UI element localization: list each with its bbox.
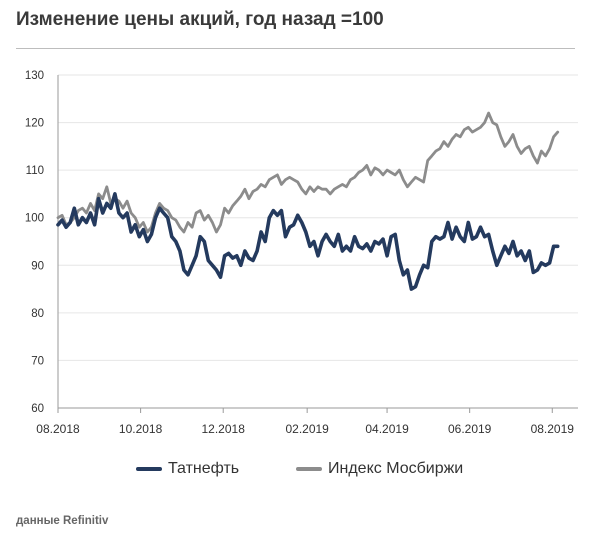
x-tick-label-2: 12.2018 — [202, 422, 246, 436]
y-tick-label-70: 70 — [31, 355, 44, 367]
x-tick-label-6: 08.2019 — [531, 422, 575, 436]
x-tick-label-0: 08.2018 — [36, 422, 80, 436]
x-tick-label-5: 06.2019 — [448, 422, 492, 436]
y-tick-label-120: 120 — [25, 118, 44, 130]
legend-label-tatneft: Татнефть — [168, 460, 240, 477]
legend-item-moex: Индекс Мосбиржи — [296, 460, 463, 478]
series-line-tatneft — [56, 192, 560, 291]
series-line-moex — [56, 111, 560, 234]
y-tick-label-100: 100 — [25, 213, 44, 225]
legend-item-tatneft: Татнефть — [136, 460, 239, 478]
x-tick-label-3: 02.2019 — [285, 422, 329, 436]
title-divider — [16, 48, 575, 49]
y-tick-label-80: 80 — [31, 308, 44, 320]
legend-swatch-moex — [296, 467, 322, 471]
chart-title: Изменение цены акций, год назад =100 — [16, 9, 384, 30]
y-tick-label-60: 60 — [31, 403, 44, 415]
legend-swatch-tatneft — [136, 467, 162, 471]
legend: Татнефть Индекс Мосбиржи — [0, 460, 597, 484]
y-tick-label-110: 110 — [26, 165, 44, 177]
x-tick-label-4: 04.2019 — [365, 422, 409, 436]
x-tick-label-1: 10.2018 — [119, 422, 163, 436]
legend-label-moex: Индекс Мосбиржи — [328, 460, 464, 477]
source-note: данные Refinitiv — [16, 515, 109, 527]
y-tick-label-130: 130 — [25, 70, 44, 82]
y-tick-label-90: 90 — [31, 260, 44, 272]
